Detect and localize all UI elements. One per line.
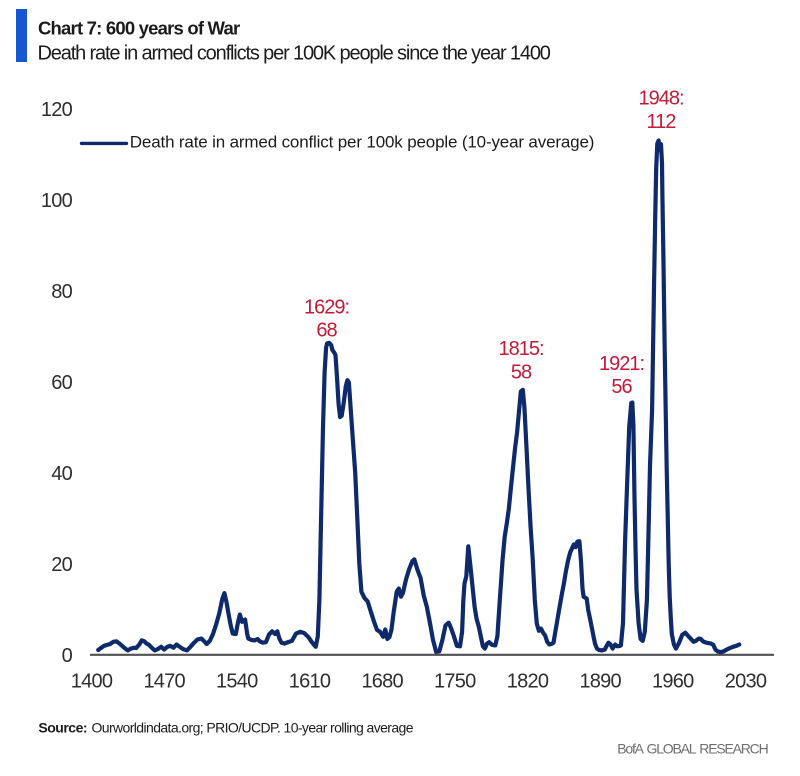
svg-text:Chart 7: 600 years of War: Chart 7: 600 years of War [38,17,240,38]
svg-text:Source:: Source: [38,720,87,736]
svg-text:60: 60 [51,372,72,394]
svg-text:1890: 1890 [579,670,621,692]
svg-text:112: 112 [647,111,677,133]
svg-text:Death rate in armed conflict p: Death rate in armed conflict per 100k pe… [130,133,594,152]
svg-text:0: 0 [62,645,73,667]
svg-text:100: 100 [41,190,73,212]
svg-text:1629:: 1629: [304,296,349,318]
svg-text:Death rate in armed conflicts: Death rate in armed conflicts per 100K p… [38,42,551,64]
svg-text:1610: 1610 [289,670,331,692]
svg-text:1921:: 1921: [599,353,644,375]
svg-text:1960: 1960 [652,670,694,692]
svg-text:1540: 1540 [216,670,258,692]
svg-text:20: 20 [51,554,72,576]
svg-text:2030: 2030 [725,670,767,692]
svg-text:68: 68 [316,320,337,342]
svg-text:56: 56 [611,376,632,398]
svg-text:1815:: 1815: [498,338,543,360]
svg-text:1470: 1470 [143,670,185,692]
svg-text:1400: 1400 [71,670,113,692]
svg-text:1948:: 1948: [638,88,683,110]
svg-text:58: 58 [511,361,532,383]
svg-text:80: 80 [51,281,72,303]
svg-text:1680: 1680 [361,670,403,692]
svg-text:40: 40 [51,463,72,485]
svg-text:1820: 1820 [507,670,549,692]
svg-text:1750: 1750 [434,670,476,692]
svg-text:BofA GLOBAL RESEARCH: BofA GLOBAL RESEARCH [617,741,767,757]
svg-text:Ourworldindata.org; PRIO/UCDP.: Ourworldindata.org; PRIO/UCDP. 10-year r… [92,720,414,736]
svg-text:120: 120 [41,99,73,121]
